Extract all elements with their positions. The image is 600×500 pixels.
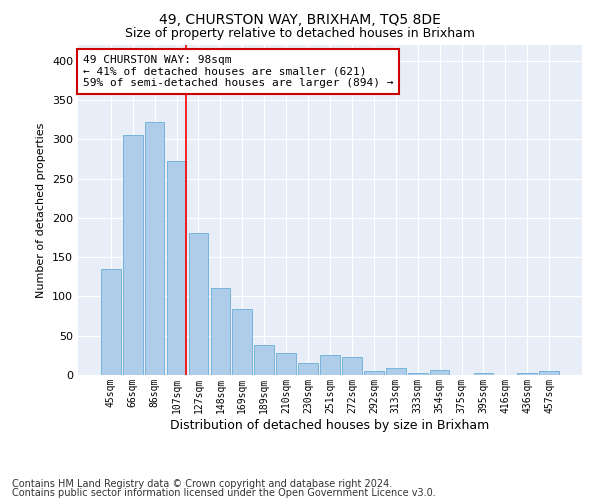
Bar bbox=[408, 372, 428, 375]
Bar bbox=[145, 122, 164, 375]
Bar bbox=[298, 363, 318, 375]
Text: 49, CHURSTON WAY, BRIXHAM, TQ5 8DE: 49, CHURSTON WAY, BRIXHAM, TQ5 8DE bbox=[159, 12, 441, 26]
Bar bbox=[123, 136, 143, 375]
Bar bbox=[473, 374, 493, 375]
Bar bbox=[364, 371, 384, 375]
Bar bbox=[320, 356, 340, 375]
Bar bbox=[276, 353, 296, 375]
Bar bbox=[254, 345, 274, 375]
Y-axis label: Number of detached properties: Number of detached properties bbox=[37, 122, 46, 298]
Bar bbox=[167, 162, 187, 375]
Text: Contains HM Land Registry data © Crown copyright and database right 2024.: Contains HM Land Registry data © Crown c… bbox=[12, 479, 392, 489]
X-axis label: Distribution of detached houses by size in Brixham: Distribution of detached houses by size … bbox=[170, 418, 490, 432]
Bar bbox=[211, 288, 230, 375]
Bar bbox=[188, 233, 208, 375]
Bar bbox=[232, 309, 252, 375]
Text: Size of property relative to detached houses in Brixham: Size of property relative to detached ho… bbox=[125, 28, 475, 40]
Bar bbox=[517, 374, 537, 375]
Bar bbox=[101, 269, 121, 375]
Bar bbox=[342, 357, 362, 375]
Bar bbox=[539, 371, 559, 375]
Bar bbox=[430, 370, 449, 375]
Text: Contains public sector information licensed under the Open Government Licence v3: Contains public sector information licen… bbox=[12, 488, 436, 498]
Bar bbox=[386, 368, 406, 375]
Text: 49 CHURSTON WAY: 98sqm
← 41% of detached houses are smaller (621)
59% of semi-de: 49 CHURSTON WAY: 98sqm ← 41% of detached… bbox=[83, 55, 394, 88]
